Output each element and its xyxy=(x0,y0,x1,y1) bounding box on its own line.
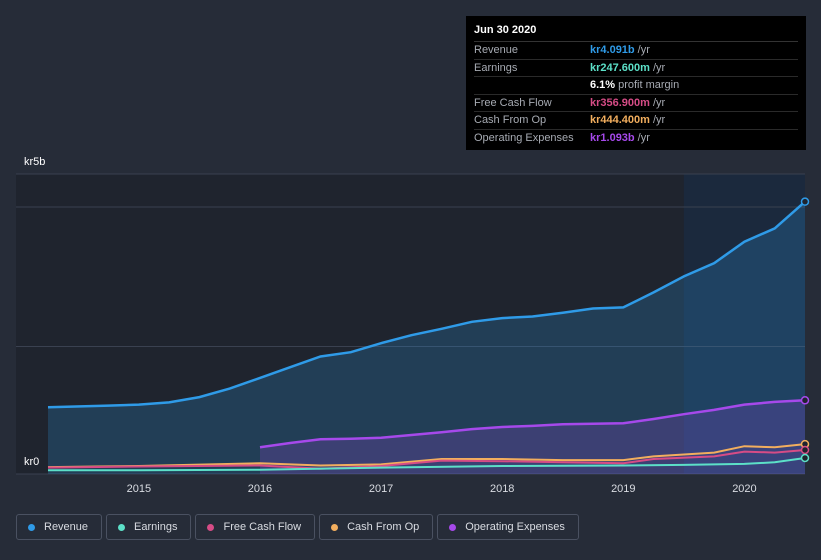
tooltip-row-label: Cash From Op xyxy=(474,114,547,127)
x-tick-label: 2017 xyxy=(369,483,393,495)
x-tick-label: 2016 xyxy=(248,483,272,495)
legend: Revenue Earnings Free Cash Flow Cash From O… xyxy=(16,514,579,540)
tooltip-row: Cash From Op kr444.400m/yr xyxy=(474,112,798,130)
tooltip-row-label: Earnings xyxy=(474,61,518,74)
tooltip-row-value: 6.1% xyxy=(590,79,616,92)
tooltip-row: Earnings kr247.600m/yr xyxy=(474,60,798,77)
legend-item-revenue[interactable]: Revenue xyxy=(16,514,103,540)
tooltip-row-unit: /yr xyxy=(652,114,666,127)
tooltip-row-value: kr247.600m xyxy=(590,61,650,74)
tooltip-row-value: kr4.091b xyxy=(590,44,635,57)
legend-item-free-cash-flow[interactable]: Free Cash Flow xyxy=(195,514,316,540)
x-tick-label: 2018 xyxy=(490,483,514,495)
x-tick-label: 2020 xyxy=(732,483,756,495)
operating-expenses-line xyxy=(259,399,806,449)
earnings-end-point xyxy=(800,453,810,463)
tooltip-row: Free Cash Flow kr356.900m/yr xyxy=(474,95,798,112)
revenue-area xyxy=(48,201,805,474)
legend-label: Earnings xyxy=(134,521,178,533)
x-tick-label: 2019 xyxy=(611,483,635,495)
tooltip-row: 6.1% profit margin xyxy=(474,77,798,95)
tooltip-row-unit: /yr xyxy=(652,96,666,109)
legend-item-operating-expenses[interactable]: Operating Expenses xyxy=(437,514,579,540)
tooltip-row-unit: /yr xyxy=(637,44,650,57)
x-tick-label: 2015 xyxy=(127,483,151,495)
tooltip-row-label: Revenue xyxy=(474,44,519,57)
legend-label: Free Cash Flow xyxy=(223,521,302,533)
tooltip-row-value: kr1.093b xyxy=(590,131,635,144)
tooltip-row-label: Operating Expenses xyxy=(474,131,574,144)
cash-from-op-line xyxy=(47,443,806,469)
legend-dot-icon xyxy=(28,523,35,531)
legend-label: Cash From Op xyxy=(347,521,420,533)
tooltip-row: Revenue kr4.091b/yr xyxy=(474,42,798,60)
tooltip-row: Operating Expenses kr1.093b/yr xyxy=(474,130,798,147)
revenue-line xyxy=(47,200,806,409)
free-cash-flow-end-point xyxy=(800,445,810,455)
legend-dot-icon xyxy=(331,523,339,531)
y-axis-top-label: kr5b xyxy=(24,156,46,168)
legend-dot-icon xyxy=(207,523,215,531)
revenue-end-point xyxy=(800,197,810,206)
legend-item-cash-from-op[interactable]: Cash From Op xyxy=(319,514,434,540)
earnings-line xyxy=(48,457,806,472)
legend-dot-icon xyxy=(449,523,457,531)
tooltip-row-unit: /yr xyxy=(637,131,650,144)
tooltip-row-unit: /yr xyxy=(652,61,666,74)
operating-expenses-end-point xyxy=(800,396,810,405)
free-cash-flow-line xyxy=(47,449,806,470)
y-axis-bottom-label: kr0 xyxy=(24,456,40,468)
legend-item-earnings[interactable]: Earnings xyxy=(106,514,192,540)
tooltip-row-label: Free Cash Flow xyxy=(474,96,552,109)
data-tooltip: Jun 30 2020 Revenue kr4.091b/yr Earnings kr… xyxy=(466,16,806,150)
legend-label: Operating Expenses xyxy=(465,521,565,533)
legend-label: Revenue xyxy=(44,521,89,533)
plot-background xyxy=(16,174,805,474)
tooltip-row-value: kr356.900m xyxy=(590,96,650,109)
highlight-region xyxy=(683,174,805,474)
tooltip-row-unit: profit margin xyxy=(618,79,680,92)
tooltip-row-value: kr444.400m xyxy=(590,114,650,127)
tooltip-date: Jun 30 2020 xyxy=(474,24,798,42)
legend-dot-icon xyxy=(118,523,126,531)
